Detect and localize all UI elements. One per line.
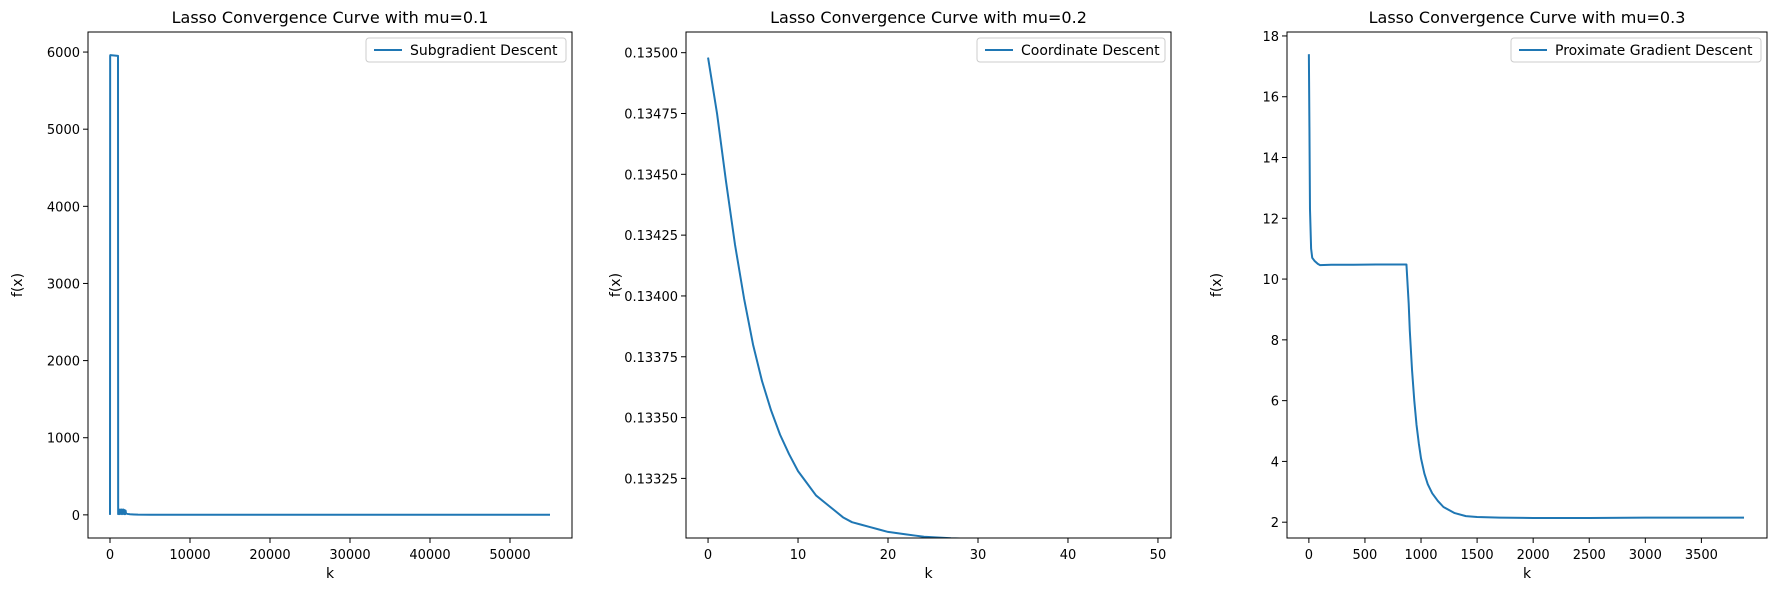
axes-frame: [685, 31, 1172, 539]
y-tick-label: 4000: [47, 200, 80, 215]
legend-label: Coordinate Descent: [1021, 43, 1160, 59]
x-axis-label: k: [326, 566, 335, 582]
y-tick-label: 6: [1271, 395, 1279, 410]
axes-frame: [87, 31, 573, 539]
y-tick-label: 5000: [47, 123, 80, 138]
y-tick-label: 1000: [47, 432, 80, 447]
y-tick-label: 8: [1271, 334, 1279, 349]
legend-label: Proximate Gradient Descent: [1555, 43, 1753, 59]
x-tick-label: 0: [704, 548, 712, 563]
y-axis-label: f(x): [1209, 273, 1225, 297]
y-tick-label: 12: [1262, 212, 1279, 227]
y-tick-label: 2: [1271, 516, 1279, 531]
y-tick-label: 6000: [47, 46, 80, 61]
y-tick-label: 0.13475: [624, 107, 678, 122]
chart-panel-mu-0.2: 0 10 20 30 40 50 0.13325 0.13350 0.13375 0.13400 0…: [608, 8, 1172, 582]
series-line-0: [109, 54, 550, 516]
x-tick-label: 40000: [409, 548, 450, 563]
x-tick-label: 0: [1305, 548, 1313, 563]
y-tick-label: 18: [1262, 30, 1279, 45]
chart-title: Lasso Convergence Curve with mu=0.1: [172, 8, 489, 27]
y-tick-label: 2000: [47, 355, 80, 370]
chart-panel-mu-0.3: 0 500 1000 1500 2000 2500 3000 3500 2 4 6 8 10 12 14 16…: [1209, 8, 1768, 582]
legend-box: [1510, 37, 1762, 63]
x-tick-label: 50: [1150, 548, 1167, 563]
x-tick-label: 2500: [1573, 548, 1606, 563]
legend-box: [365, 37, 567, 63]
x-tick-label: 30: [970, 548, 987, 563]
x-axis-label: k: [1523, 566, 1532, 582]
chart-title: Lasso Convergence Curve with mu=0.2: [770, 8, 1087, 27]
series-line-0: [707, 57, 989, 538]
y-tick-label: 14: [1262, 152, 1279, 167]
y-tick-label: 0.13350: [624, 412, 678, 427]
x-tick-label: 10: [790, 548, 807, 563]
axes-frame: [1286, 31, 1768, 539]
y-tick-label: 3000: [47, 277, 80, 292]
x-tick-label: 50000: [489, 548, 530, 563]
y-tick-label: 16: [1262, 91, 1279, 106]
x-tick-label: 0: [106, 548, 114, 563]
y-tick-label: 0.13425: [624, 229, 678, 244]
y-tick-label: 0: [72, 509, 80, 524]
x-tick-label: 500: [1353, 548, 1378, 563]
y-tick-label: 0.13400: [624, 290, 678, 305]
y-tick-label: 10: [1262, 273, 1279, 288]
y-tick-label: 0.13375: [624, 351, 678, 366]
x-tick-label: 10000: [169, 548, 210, 563]
chart-panel-mu-0.1: 0 10000 20000 30000 40000 50000 0 1000 2000 3000 4…: [10, 8, 573, 582]
x-tick-label: 20: [880, 548, 897, 563]
x-axis-label: k: [924, 566, 933, 582]
y-axis-label: f(x): [10, 273, 26, 297]
y-tick-label: 0.13450: [624, 168, 678, 183]
legend-box: [976, 37, 1166, 63]
x-tick-label: 40: [1060, 548, 1077, 563]
x-tick-label: 30000: [329, 548, 370, 563]
y-tick-label: 0.13325: [624, 472, 678, 487]
x-tick-label: 3500: [1685, 548, 1718, 563]
series-line-0: [1307, 54, 1745, 519]
x-tick-label: 1000: [1404, 548, 1437, 563]
x-tick-label: 3000: [1629, 548, 1662, 563]
x-tick-label: 1500: [1461, 548, 1494, 563]
legend-label: Subgradient Descent: [410, 43, 558, 59]
chart-title: Lasso Convergence Curve with mu=0.3: [1369, 8, 1686, 27]
y-tick-label: 0.13500: [624, 47, 678, 62]
x-tick-label: 2000: [1517, 548, 1550, 563]
y-axis-label: f(x): [608, 273, 624, 297]
x-tick-label: 20000: [249, 548, 290, 563]
y-tick-label: 4: [1271, 455, 1279, 470]
